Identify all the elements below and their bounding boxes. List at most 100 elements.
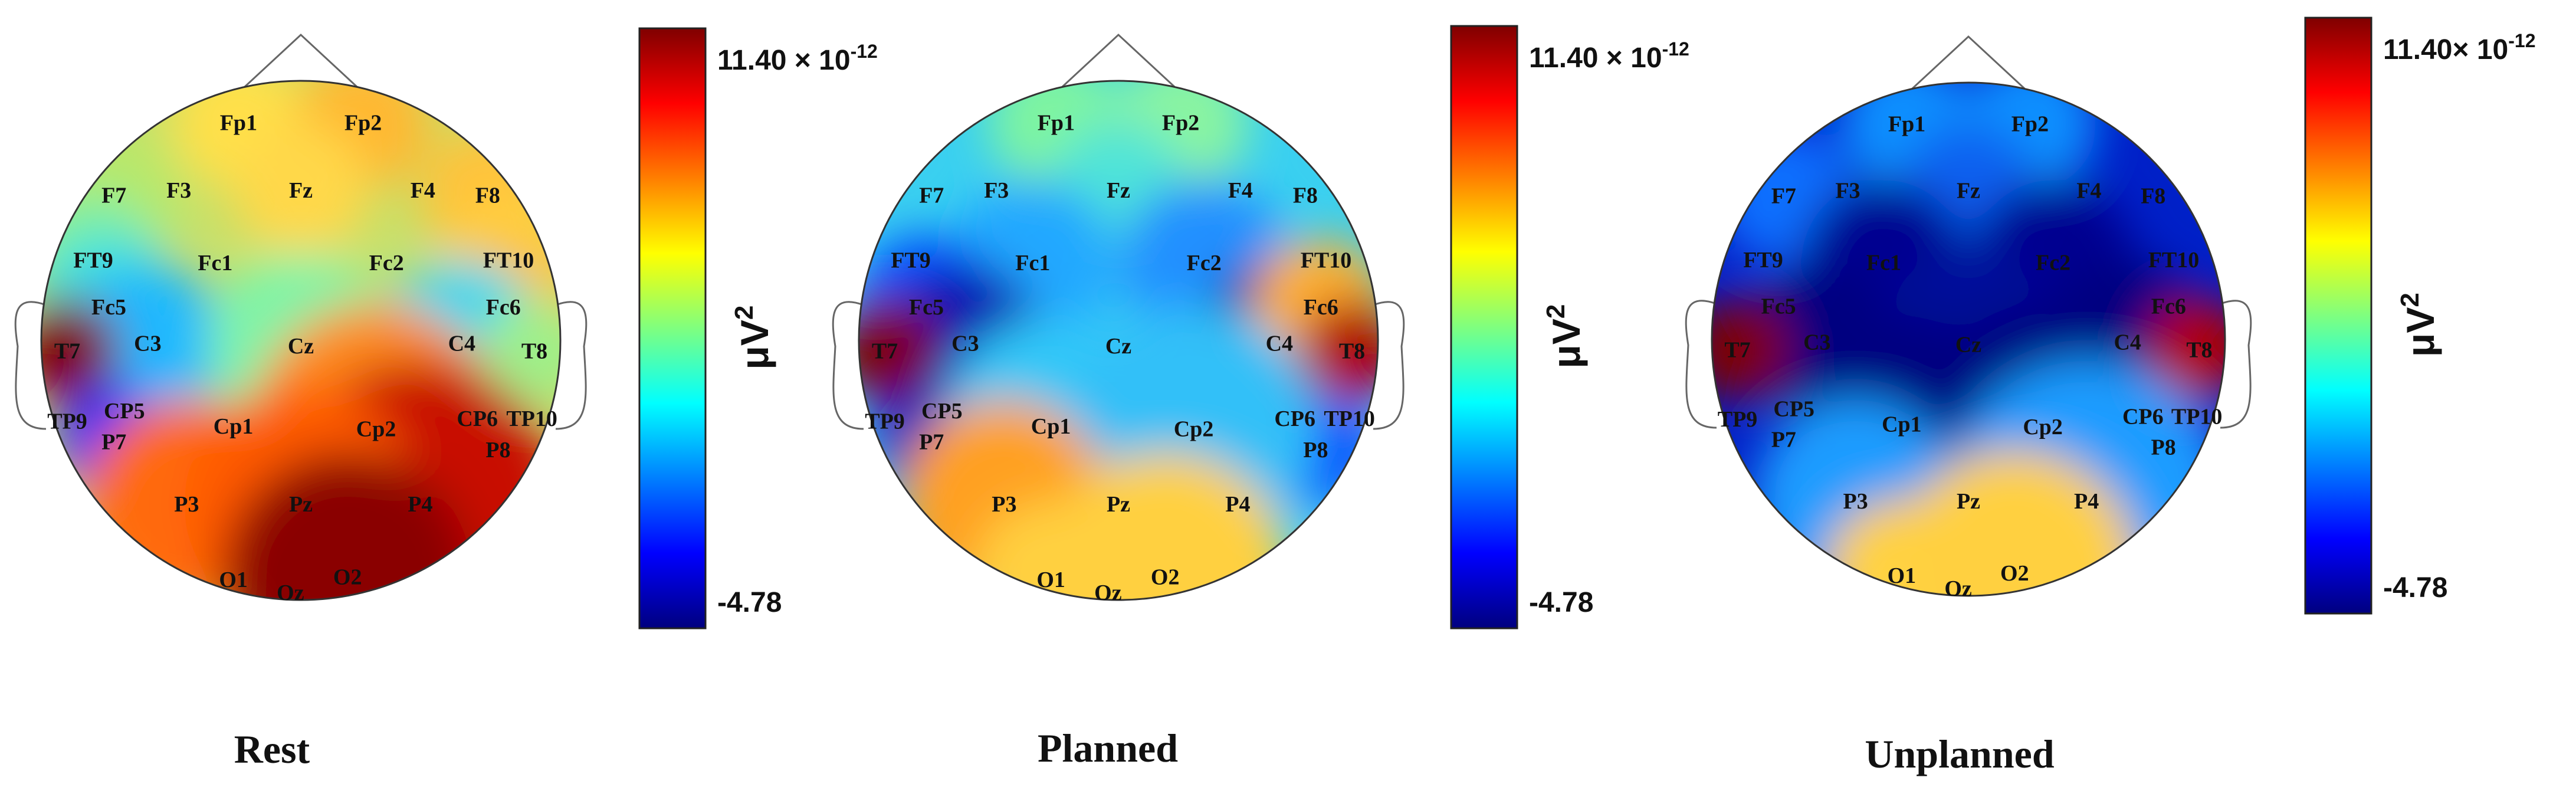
- right-ear-outline: [2220, 300, 2252, 429]
- activation-region-c3: [70, 265, 226, 421]
- topomap-panel-rest: Fp1 Fp2 F7 F3 Fz F4 F8 FT9 Fc1 Fc2 FT10 Fc5 Fc6 T7 C3 C…: [14, 27, 878, 772]
- left-ear-outline: [14, 301, 47, 430]
- electrode-label-c4: C4: [1266, 331, 1293, 356]
- activation-region-t7: [1712, 298, 1789, 401]
- electrode-label-fc2: Fc2: [369, 251, 404, 276]
- electrode-label-fc1: Fc1: [198, 251, 232, 276]
- electrode-label-ft10: FT10: [483, 248, 534, 273]
- electrode-label-cp2: Cp2: [356, 417, 396, 442]
- electrode-label-cp6: CP6: [2122, 405, 2164, 429]
- electrode-label-t7: T7: [872, 339, 898, 364]
- nose-outline: [244, 33, 358, 88]
- topomap-heat: [1712, 83, 2225, 596]
- colorbar-max-label: 11.40 × 10-12: [1529, 38, 1689, 74]
- electrode-label-f3: F3: [1835, 179, 1860, 204]
- colorbar-min-label: -4.78: [717, 587, 782, 618]
- electrode-label-fz: Fz: [1107, 178, 1130, 203]
- activation-region-t8: [2148, 298, 2225, 401]
- electrode-label-tp9: TP9: [1718, 407, 1758, 432]
- nose-outline: [1061, 33, 1176, 88]
- activation-region-o2: [1891, 450, 2138, 596]
- electrode-label-fc1: Fc1: [1866, 251, 1901, 276]
- electrode-label-tp9: TP9: [47, 409, 87, 434]
- electrode-label-p4: P4: [2074, 489, 2099, 514]
- condition-label-planned: Planned: [1038, 726, 1178, 770]
- colorbar-max-label: 11.40× 10-12: [2383, 30, 2535, 65]
- electrode-label-oz: Oz: [277, 581, 304, 605]
- electrode-label-p3: P3: [1843, 489, 1868, 514]
- electrode-label-c3: C3: [1803, 330, 1830, 355]
- electrode-label-c4: C4: [448, 331, 475, 356]
- electrode-label-p8: P8: [1303, 438, 1328, 463]
- electrode-label-fp1: Fp1: [1888, 112, 1925, 137]
- activation-region-t7: [41, 299, 119, 403]
- colorbar: [2304, 17, 2372, 615]
- electrode-label-pz: Pz: [289, 492, 313, 517]
- electrode-label-fc2: Fc2: [2036, 251, 2070, 276]
- electrode-label-fc2: Fc2: [1187, 251, 1222, 276]
- right-ear-outline: [555, 301, 588, 430]
- electrode-label-cp1: Cp1: [1882, 412, 1922, 437]
- colorbar: [638, 27, 707, 629]
- colorbar-min-label: -4.78: [1529, 587, 1593, 618]
- colorbar-max-label: 11.40 × 10-12: [717, 41, 878, 76]
- right-ear-outline: [1373, 301, 1405, 430]
- electrode-label-fp1: Fp1: [1038, 110, 1075, 135]
- electrode-label-f3: F3: [984, 178, 1009, 203]
- condition-label-unplanned: Unplanned: [1865, 732, 2054, 776]
- condition-label-rest: Rest: [234, 727, 310, 772]
- electrode-label-t8: T8: [1339, 339, 1365, 364]
- left-ear-outline: [1685, 300, 1717, 429]
- electrode-label-c3: C3: [951, 331, 979, 356]
- electrode-label-fp2: Fp2: [1162, 110, 1199, 135]
- electrode-label-ft9: FT9: [1743, 248, 1783, 273]
- electrode-label-cp1: Cp1: [214, 414, 254, 439]
- electrode-label-p7: P7: [919, 430, 944, 455]
- electrode-label-f4: F4: [411, 178, 435, 203]
- electrode-label-fz: Fz: [1957, 179, 1980, 204]
- electrode-label-tp10: TP10: [2171, 405, 2223, 429]
- electrode-label-tp9: TP9: [865, 409, 905, 434]
- electrode-label-f8: F8: [2141, 183, 2165, 208]
- electrode-label-cp5: CP5: [104, 399, 145, 424]
- electrode-label-p3: P3: [174, 492, 199, 517]
- electrode-label-cp2: Cp2: [1174, 417, 1214, 442]
- electrode-label-o1: O1: [219, 568, 248, 592]
- electrode-label-fc5: Fc5: [1761, 294, 1796, 319]
- colorbar-min-label: -4.78: [2383, 572, 2447, 604]
- electrode-label-ft10: FT10: [2148, 248, 2200, 273]
- electrode-label-f7: F7: [101, 183, 126, 208]
- electrode-label-cz: Cz: [1955, 333, 1981, 358]
- electrode-label-cz: Cz: [288, 334, 314, 359]
- electrode-label-fp2: Fp2: [2011, 112, 2049, 137]
- electrode-label-f4: F4: [2076, 179, 2101, 204]
- electrode-label-fc1: Fc1: [1015, 251, 1050, 276]
- electrode-label-cz: Cz: [1105, 334, 1131, 359]
- left-ear-outline: [832, 301, 864, 430]
- head-outline: [858, 80, 1379, 601]
- electrode-label-oz: Oz: [1094, 581, 1122, 605]
- electrode-label-pz: Pz: [1107, 492, 1130, 517]
- electrode-label-p7: P7: [1771, 428, 1796, 452]
- electrode-label-o1: O1: [1888, 563, 1917, 588]
- electrode-label-pz: Pz: [1957, 489, 1980, 514]
- colorbar-unit-label: μV2: [1541, 304, 1588, 369]
- electrode-label-f3: F3: [166, 178, 191, 203]
- electrode-label-f7: F7: [919, 183, 944, 208]
- electrode-label-cp6: CP6: [1274, 406, 1315, 431]
- electrode-label-p3: P3: [992, 492, 1016, 517]
- topomap-panel-planned: Fp1 Fp2 F7 F3 Fz F4 F8 FT9 Fc1 Fc2 FT10 Fc5 Fc6 T7 C3 C…: [832, 25, 1689, 770]
- electrode-label-ft9: FT9: [891, 248, 931, 273]
- electrode-label-fc6: Fc6: [486, 295, 521, 320]
- electrode-label-t8: T8: [2186, 337, 2212, 362]
- electrode-label-c3: C3: [134, 331, 161, 356]
- electrode-label-cp5: CP5: [921, 399, 963, 424]
- head-outline: [40, 80, 562, 601]
- electrode-label-p4: P4: [408, 492, 432, 517]
- electrode-label-t8: T8: [521, 339, 547, 364]
- electrode-label-fp1: Fp1: [220, 110, 257, 135]
- electrode-label-cp1: Cp1: [1031, 414, 1071, 439]
- activation-region-t7: [859, 299, 937, 403]
- activation-region-t8: [1300, 299, 1378, 403]
